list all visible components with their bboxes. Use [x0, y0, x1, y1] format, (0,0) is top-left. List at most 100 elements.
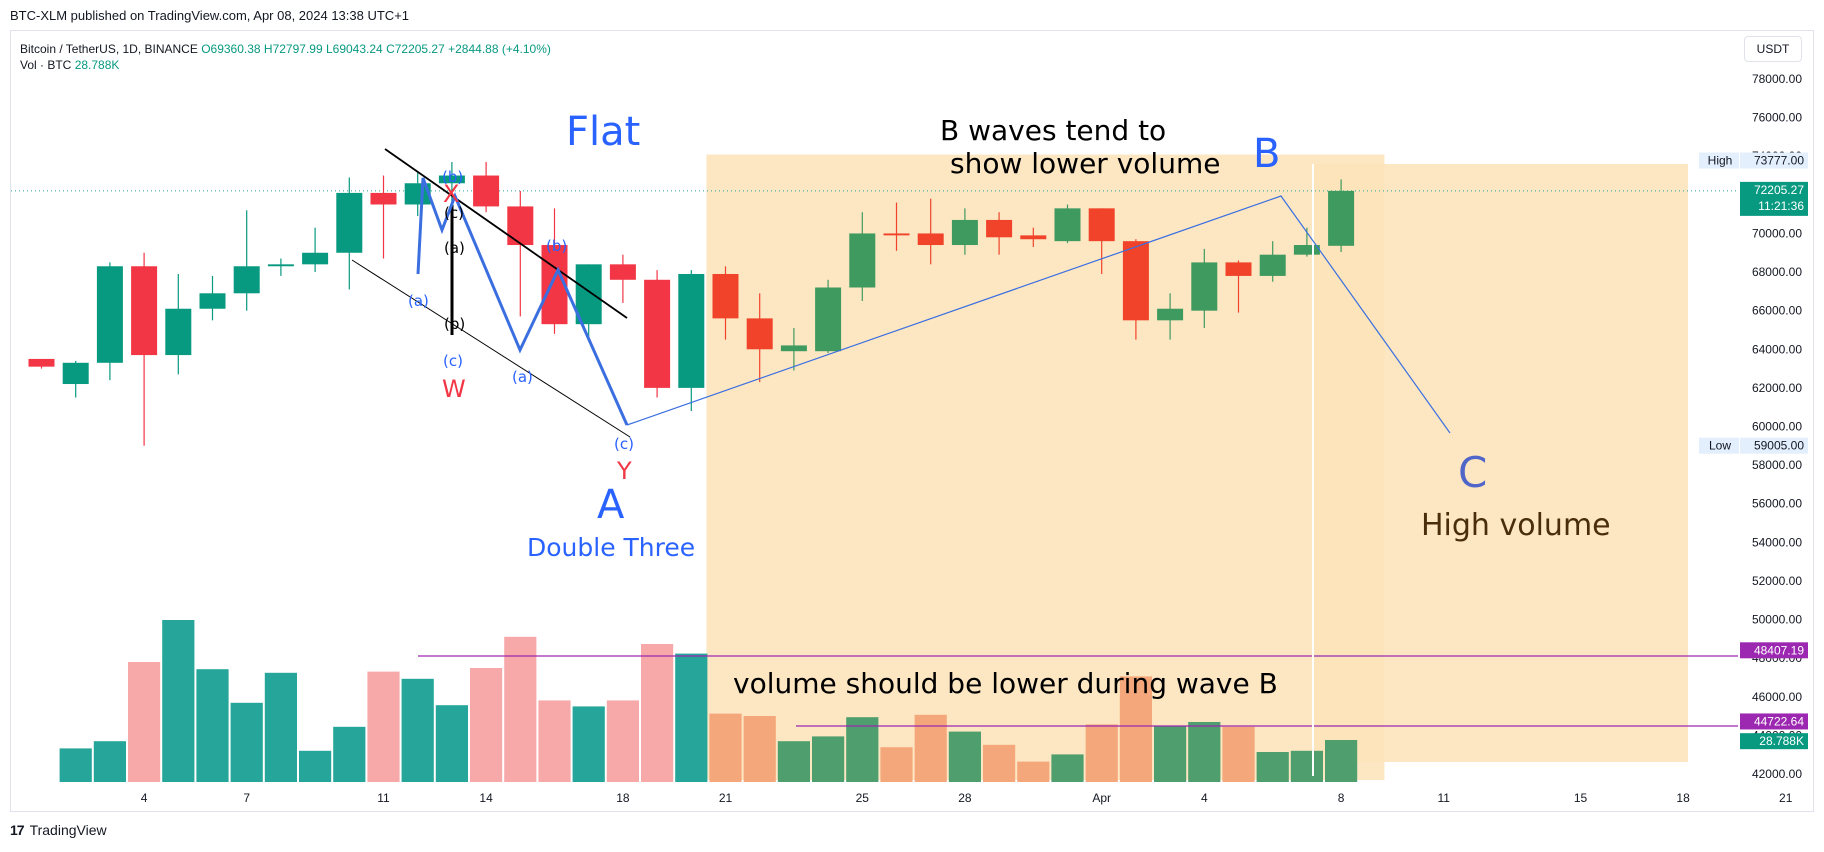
volume-bar[interactable] [1051, 754, 1084, 782]
candle-body[interactable] [131, 266, 158, 356]
candle-body[interactable] [780, 345, 807, 352]
candle-body[interactable] [1225, 262, 1252, 276]
symbol-name[interactable]: Bitcoin / TetherUS, 1D, BINANCE [20, 42, 198, 56]
footer-brand: 17 TradingView [10, 822, 107, 838]
volume-bar[interactable] [1188, 722, 1221, 782]
volume-bar[interactable] [59, 748, 92, 782]
channel-lower-line[interactable] [351, 259, 631, 438]
candle-body[interactable] [1122, 241, 1149, 321]
candle-body[interactable] [62, 362, 89, 385]
candle-body[interactable] [746, 318, 773, 350]
candle-body[interactable] [644, 279, 671, 388]
volume-bar[interactable] [367, 671, 400, 782]
time-tick-label: 7 [243, 791, 250, 805]
volume-bar[interactable] [264, 672, 297, 782]
volume-bar[interactable] [538, 700, 571, 782]
candle-body[interactable] [28, 358, 55, 367]
currency-button[interactable]: USDT [1744, 36, 1802, 62]
volume-bar[interactable] [162, 620, 195, 782]
candle-body[interactable] [1020, 235, 1047, 240]
volume-bar[interactable] [846, 717, 879, 782]
volume-label[interactable]: Vol · BTC [20, 58, 72, 72]
candle-body[interactable] [986, 219, 1013, 238]
candle-body[interactable] [849, 233, 876, 288]
time-tick-label: 18 [616, 791, 630, 805]
volume-bar[interactable] [572, 706, 605, 782]
candle-body[interactable] [233, 266, 260, 294]
candle-body[interactable] [1328, 190, 1355, 246]
label-black-c: (c) [444, 204, 464, 222]
wave-b-c-line[interactable] [626, 195, 1451, 434]
volume-bar[interactable] [1325, 740, 1358, 782]
price-tag-bg [1740, 152, 1808, 169]
candle-body[interactable] [438, 175, 465, 184]
candle-body[interactable] [575, 264, 602, 325]
price-tick-label: 50000.00 [1752, 613, 1802, 627]
candle-body[interactable] [165, 308, 192, 356]
volume-bar[interactable] [1017, 761, 1050, 782]
candle-body[interactable] [1293, 245, 1320, 255]
price-tick-label: 56000.00 [1752, 497, 1802, 511]
candle-body[interactable] [370, 192, 397, 205]
price-tick-label: 70000.00 [1752, 226, 1802, 240]
volume-bar[interactable] [333, 726, 366, 782]
volume-value: 28.788K [74, 58, 120, 72]
price-tick-label: 58000.00 [1752, 458, 1802, 472]
label-double-three: Double Three [527, 533, 695, 562]
candle-body[interactable] [1191, 262, 1218, 311]
label-wave-a: A [597, 482, 625, 528]
channel-upper-line[interactable] [384, 148, 628, 319]
candle-body[interactable] [917, 233, 944, 246]
candle-body[interactable] [302, 252, 329, 265]
volume-bar[interactable] [1290, 750, 1323, 782]
volume-bar[interactable] [812, 736, 845, 782]
candle-body[interactable] [712, 273, 739, 319]
candle-body[interactable] [1088, 208, 1115, 242]
label-sub-a1: (a) [408, 292, 429, 310]
time-tick-label: 21 [1779, 791, 1793, 805]
volume-bar[interactable] [880, 747, 913, 782]
volume-bar[interactable] [1222, 726, 1255, 782]
volume-bar[interactable] [914, 714, 947, 782]
candle-body[interactable] [1259, 254, 1286, 276]
volume-bar[interactable] [1256, 752, 1289, 782]
candle-body[interactable] [96, 266, 123, 363]
volume-bar[interactable] [299, 750, 332, 782]
volume-bar[interactable] [948, 731, 981, 782]
volume-bar[interactable] [504, 636, 537, 782]
price-tick-label: 46000.00 [1752, 690, 1802, 704]
candle-body[interactable] [336, 192, 363, 253]
volume-bar[interactable] [196, 669, 229, 782]
candle-body[interactable] [678, 273, 705, 388]
volume-bar[interactable] [1085, 724, 1118, 782]
double-three-wave-path[interactable] [416, 177, 629, 426]
volume-bar[interactable] [470, 668, 503, 782]
volume-bar[interactable] [128, 662, 161, 782]
volume-bar[interactable] [1154, 725, 1187, 782]
volume-bar[interactable] [606, 700, 639, 782]
candle-body[interactable] [951, 219, 978, 246]
volume-bar[interactable] [641, 644, 674, 782]
volume-bar[interactable] [709, 713, 742, 782]
volume-bar[interactable] [435, 705, 468, 782]
volume-bar[interactable] [230, 702, 263, 782]
candle-body[interactable] [1157, 308, 1184, 321]
volume-bar[interactable] [401, 678, 434, 782]
price-tag-bg [1740, 437, 1808, 454]
candle-body[interactable] [609, 264, 636, 280]
candle-body[interactable] [267, 264, 294, 267]
candle-body[interactable] [815, 287, 842, 352]
candle-body[interactable] [883, 233, 910, 236]
candle-body[interactable] [404, 183, 431, 205]
volume-bar[interactable] [743, 716, 776, 782]
volume-bar[interactable] [93, 741, 126, 782]
volume-bar[interactable] [1119, 676, 1152, 782]
candle-body[interactable] [199, 293, 226, 309]
volume-bar[interactable] [983, 744, 1016, 782]
candle-body[interactable] [507, 206, 534, 246]
candle-body[interactable] [473, 175, 500, 207]
volume-bar[interactable] [675, 653, 708, 782]
candle-body[interactable] [1054, 208, 1081, 242]
volume-bar[interactable] [777, 741, 810, 782]
